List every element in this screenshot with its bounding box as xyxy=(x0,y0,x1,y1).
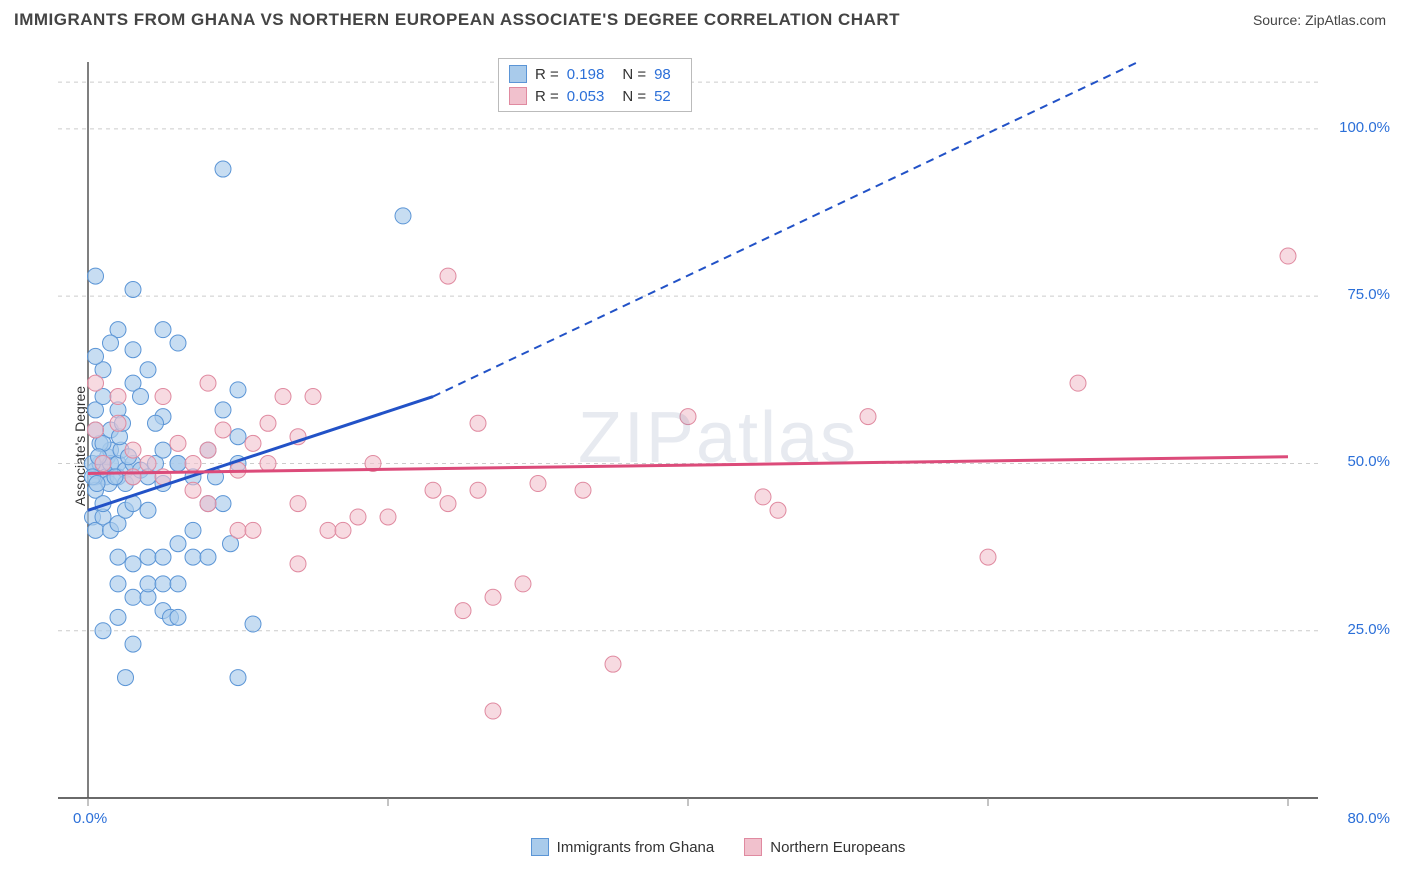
y-tick-label: 75.0% xyxy=(1347,286,1390,303)
swatch-ghana xyxy=(509,65,527,83)
chart-title: IMMIGRANTS FROM GHANA VS NORTHERN EUROPE… xyxy=(14,10,900,30)
legend-stats-row-neur: R = 0.053 N = 52 xyxy=(509,85,681,107)
legend-series: Immigrants from Ghana Northern Europeans xyxy=(48,838,1388,856)
n-value-neur: 52 xyxy=(654,88,671,105)
y-tick-label: 100.0% xyxy=(1339,119,1390,136)
swatch-ghana xyxy=(531,838,549,856)
legend-item-ghana: Immigrants from Ghana xyxy=(531,838,715,856)
x-tick-label: 80.0% xyxy=(1347,810,1390,827)
n-label: N = xyxy=(622,66,646,83)
y-tick-label: 50.0% xyxy=(1347,453,1390,470)
chart-area: Associate's Degree ZIPatlas R = 0.198 N … xyxy=(48,58,1388,818)
swatch-neur xyxy=(509,87,527,105)
n-label: N = xyxy=(622,88,646,105)
n-value-ghana: 98 xyxy=(654,66,671,83)
r-value-ghana: 0.198 xyxy=(567,66,605,83)
r-value-neur: 0.053 xyxy=(567,88,605,105)
chart-header: IMMIGRANTS FROM GHANA VS NORTHERN EUROPE… xyxy=(0,0,1406,36)
legend-stats-box: R = 0.198 N = 98 R = 0.053 N = 52 xyxy=(498,58,692,112)
scatter-plot xyxy=(48,58,1388,818)
x-tick-label: 0.0% xyxy=(73,810,107,827)
legend-item-neur: Northern Europeans xyxy=(744,838,905,856)
legend-label-neur: Northern Europeans xyxy=(770,839,905,856)
legend-stats-row-ghana: R = 0.198 N = 98 xyxy=(509,63,681,85)
chart-source: Source: ZipAtlas.com xyxy=(1253,12,1386,28)
r-label: R = xyxy=(535,88,559,105)
legend-label-ghana: Immigrants from Ghana xyxy=(557,839,715,856)
y-tick-label: 25.0% xyxy=(1347,621,1390,638)
swatch-neur xyxy=(744,838,762,856)
r-label: R = xyxy=(535,66,559,83)
